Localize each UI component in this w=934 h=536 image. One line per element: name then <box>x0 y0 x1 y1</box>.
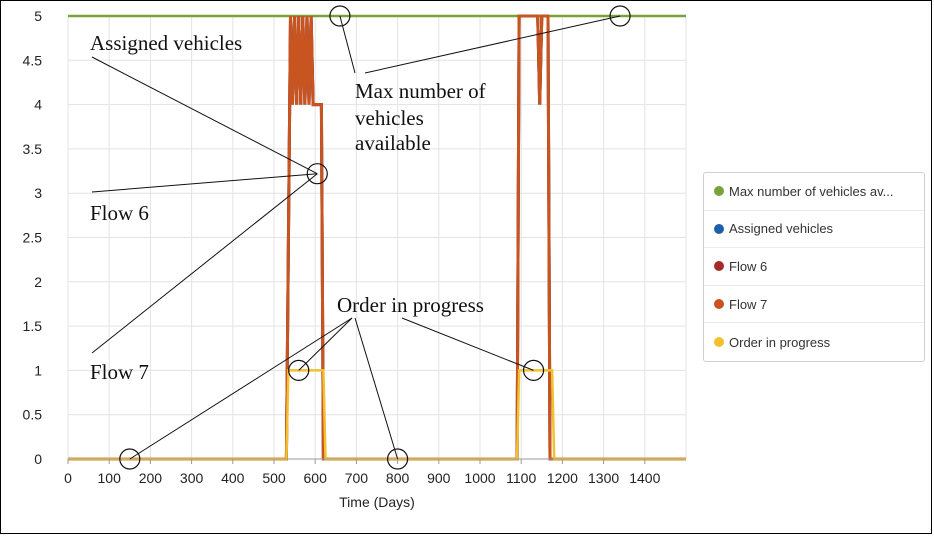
x-tick-label: 1300 <box>588 470 619 486</box>
x-tick-label: 700 <box>345 470 369 486</box>
legend-label-max-vehicles: Max number of vehicles av... <box>729 183 894 199</box>
x-axis-title: Time (Days) <box>339 494 415 510</box>
y-tick-label: 4 <box>34 97 42 113</box>
x-tick-label: 1200 <box>547 470 578 486</box>
marker-circle-order-2 <box>522 359 545 381</box>
y-tick-label: 2 <box>34 274 42 290</box>
legend-item-max-vehicles[interactable]: Max number of vehicles av... <box>704 173 924 211</box>
legend-item-flow-6[interactable]: Flow 6 <box>704 248 924 286</box>
marker-circle-zero-2 <box>387 448 409 470</box>
y-tick-label: 1 <box>34 362 42 378</box>
x-tick-label: 0 <box>64 470 72 486</box>
annotation-max-vehicles-line2: vehicles <box>355 106 424 130</box>
x-tick-label: 900 <box>427 470 451 486</box>
legend-marker-order-in-progress <box>714 337 724 348</box>
x-tick-label: 1100 <box>506 470 536 486</box>
annotation-layer: Assigned vehicles Max number of vehicles… <box>90 5 631 470</box>
legend-item-assigned-vehicles[interactable]: Assigned vehicles <box>704 211 924 249</box>
annotation-order-in-progress: Order in progress <box>337 293 484 317</box>
legend-label-flow-6: Flow 6 <box>729 258 768 274</box>
annotation-flow-6: Flow 6 <box>90 201 149 225</box>
legend-item-flow-7[interactable]: Flow 7 <box>704 286 924 324</box>
y-tick-label: 3.5 <box>23 141 43 157</box>
leader-max-1 <box>339 15 356 74</box>
annotation-assigned-vehicles: Assigned vehicles <box>90 31 242 55</box>
legend-marker-max-vehicles <box>714 186 724 197</box>
legend-marker-flow-6 <box>714 261 724 272</box>
legend-marker-flow-7 <box>714 299 724 310</box>
x-tick-label: 400 <box>221 470 245 486</box>
annotation-flow-7: Flow 7 <box>90 360 149 384</box>
leader-flow-6 <box>91 173 318 193</box>
leader-order-1 <box>298 317 353 371</box>
leader-assigned <box>91 56 318 175</box>
legend-marker-assigned-vehicles <box>714 223 724 234</box>
y-tick-label: 2.5 <box>23 230 43 246</box>
x-tick-label: 100 <box>98 470 122 486</box>
y-tick-label: 3 <box>34 185 42 201</box>
x-tick-label: 200 <box>139 470 163 486</box>
legend: Max number of vehicles av... Assigned ve… <box>703 172 925 362</box>
annotation-max-vehicles-line1: Max number of <box>355 79 486 103</box>
x-tick-label: 300 <box>180 470 204 486</box>
axes: 0 0.5 1 1.5 2 2.5 3 3.5 4 4.5 5 0 100 200 300 400 500 600… <box>23 8 686 486</box>
leader-order-3 <box>354 317 399 460</box>
y-tick-label: 5 <box>34 8 42 24</box>
x-tick-label: 1000 <box>464 470 495 486</box>
legend-item-order-in-progress[interactable]: Order in progress <box>704 323 924 361</box>
y-tick-label: 1.5 <box>23 318 43 334</box>
y-tick-label: 0 <box>34 451 42 467</box>
annotation-max-vehicles-line3: available <box>355 131 431 155</box>
leader-order-4 <box>401 317 534 371</box>
marker-circle-zero-1 <box>119 448 141 470</box>
marker-circle-flow-junction <box>306 163 328 185</box>
grid <box>67 15 687 460</box>
legend-label-flow-7: Flow 7 <box>729 296 768 312</box>
marker-circle-order-1 <box>288 359 310 381</box>
leader-order-2 <box>129 317 353 460</box>
leader-max-2 <box>364 15 621 74</box>
legend-label-order-in-progress: Order in progress <box>729 334 831 350</box>
y-tick-label: 4.5 <box>23 52 43 68</box>
marker-circle-max-2 <box>609 5 631 27</box>
marker-circle-max-1 <box>329 5 351 27</box>
legend-label-assigned-vehicles: Assigned vehicles <box>729 221 834 237</box>
x-tick-label: 800 <box>386 470 410 486</box>
x-tick-label: 500 <box>262 470 286 486</box>
y-tick-label: 0.5 <box>23 407 43 423</box>
leader-flow-7 <box>91 173 318 354</box>
x-tick-label: 1400 <box>629 470 660 486</box>
x-tick-label: 600 <box>304 470 328 486</box>
